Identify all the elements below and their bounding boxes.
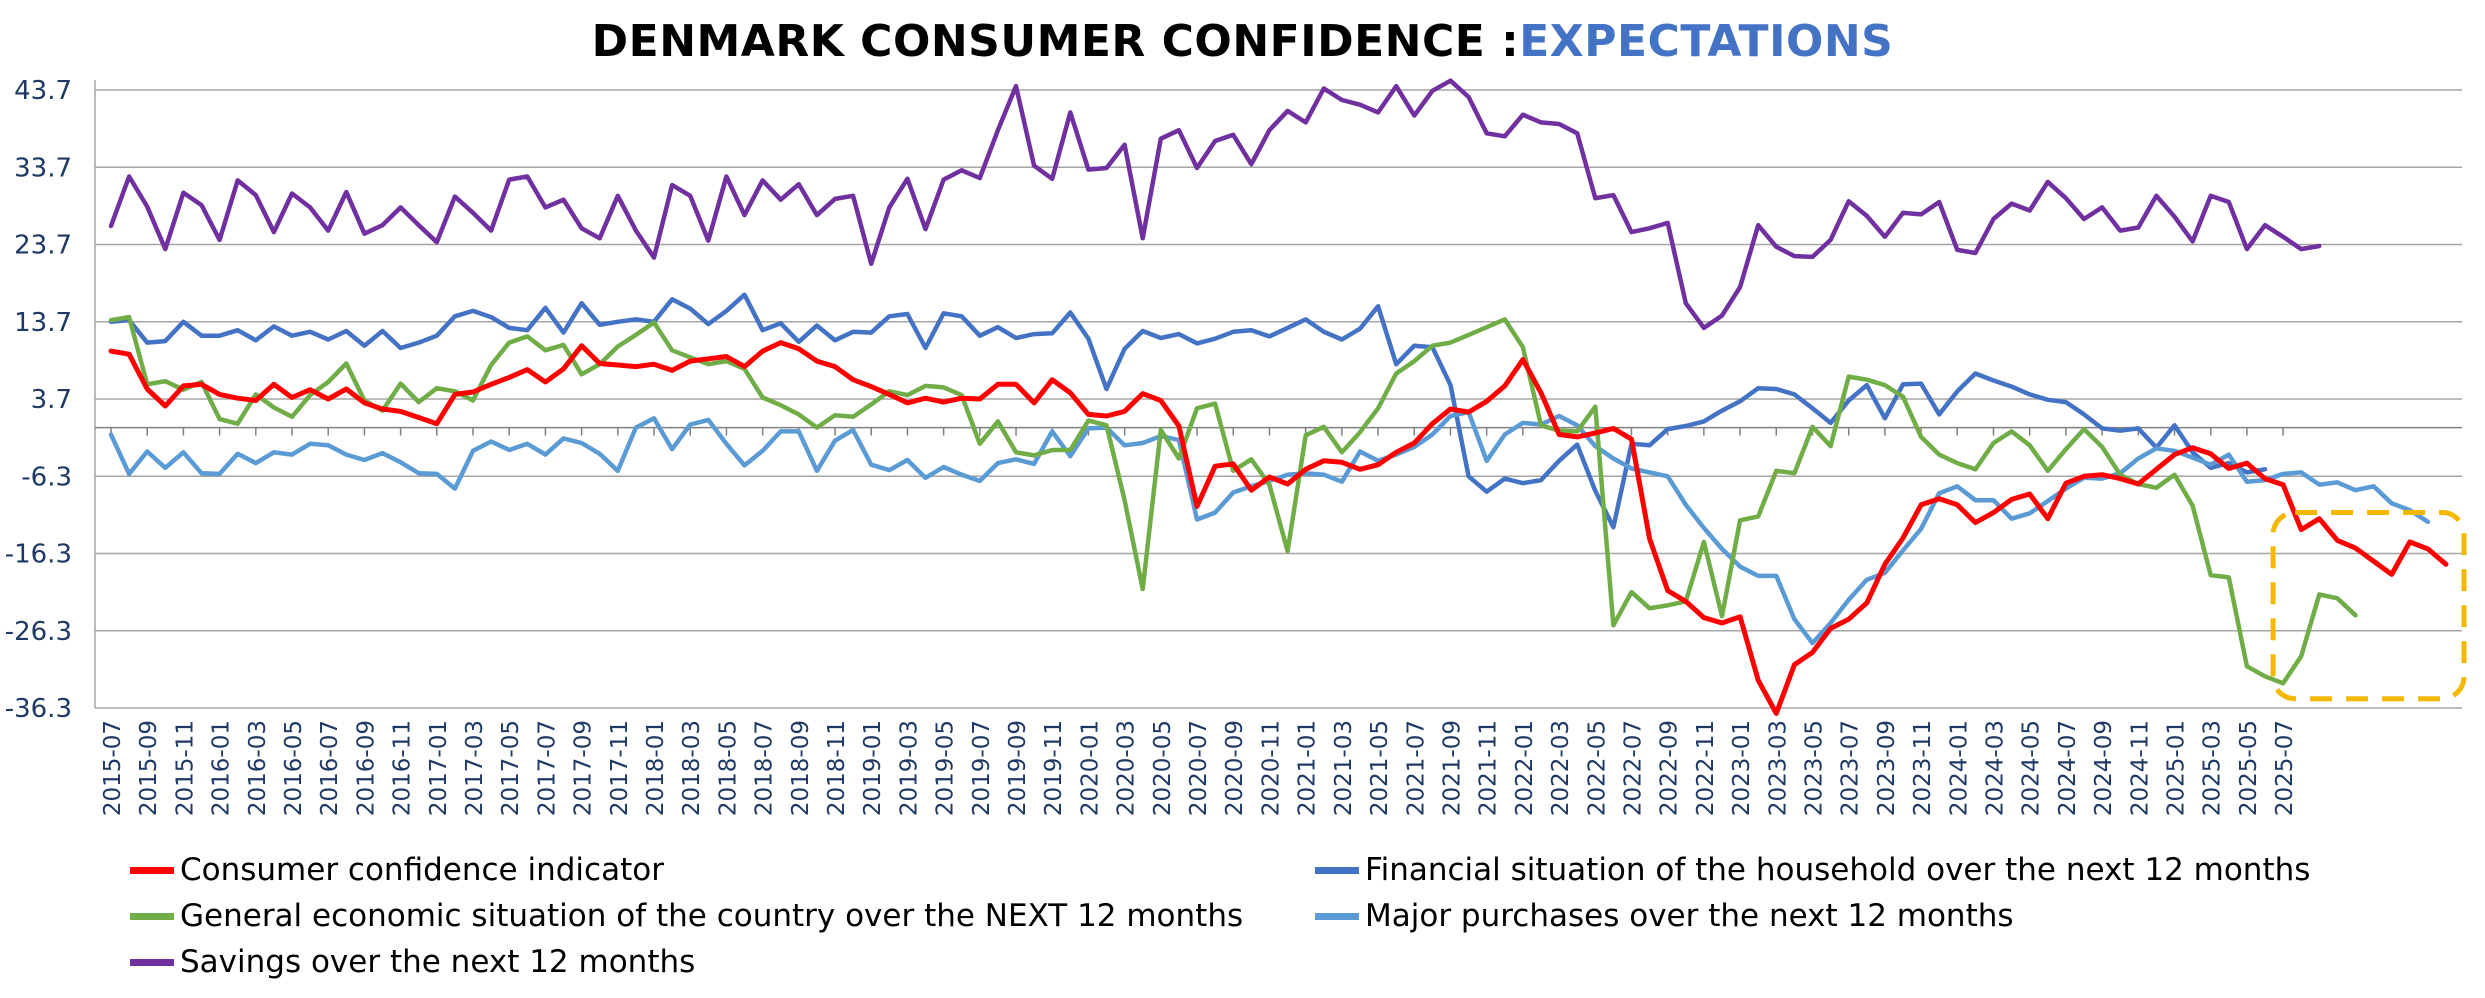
y-tick-label: 23.7 [14, 231, 72, 261]
x-tick-label: 2025-05 [2236, 720, 2262, 816]
x-tick-label: 2019-01 [860, 720, 886, 816]
x-tick-label: 2019-03 [896, 720, 922, 816]
x-tick-label: 2018-05 [715, 720, 741, 816]
x-tick-label: 2019-07 [969, 720, 995, 816]
y-tick-label: 3.7 [31, 385, 72, 415]
x-tick-label: 2020-11 [1258, 720, 1284, 816]
x-tick-label: 2022-09 [1657, 720, 1683, 816]
x-tick-label: 2021-11 [1476, 720, 1502, 816]
x-tick-label: 2021-01 [1295, 720, 1321, 816]
x-tick-label: 2024-09 [2091, 720, 2117, 816]
x-tick-label: 2015-11 [172, 720, 198, 816]
series-lines [108, 78, 2449, 716]
chart-title: DENMARK CONSUMER CONFIDENCE :EXPECTATION… [0, 16, 2485, 67]
x-tick-label: 2023-05 [1801, 720, 1827, 816]
y-axis-tick-labels: 43.7 33.7 23.7 13.7 3.7 -6.3 -16.3 -26.3 -36.3 [5, 76, 72, 724]
x-tick-label: 2020-03 [1114, 720, 1140, 816]
y-tick-label: 13.7 [14, 308, 72, 338]
x-tick-label: 2017-07 [534, 720, 560, 816]
x-tick-label: 2017-09 [571, 720, 597, 816]
series-line-2 [108, 314, 2358, 686]
highlight-box [2270, 510, 2467, 702]
series-line-3 [108, 409, 2431, 646]
x-tick-label: 2022-11 [1693, 720, 1719, 816]
x-tick-label: 2017-05 [498, 720, 524, 816]
series-line-0 [108, 340, 2449, 716]
x-tick-label: 2025-01 [2163, 720, 2189, 816]
x-tick-label: 2023-07 [1838, 720, 1864, 816]
x-tick-label: 2018-01 [643, 720, 669, 816]
x-tick-label: 2017-01 [426, 720, 452, 816]
chart-title-main: DENMARK CONSUMER CONFIDENCE : [591, 16, 1520, 67]
x-tick-label: 2016-11 [390, 720, 416, 816]
x-tick-label: 2024-11 [2127, 720, 2153, 816]
x-tick-label: 2024-07 [2055, 720, 2081, 816]
x-tick-label: 2023-03 [1765, 720, 1791, 816]
x-tick-label: 2023-01 [1729, 720, 1755, 816]
x-tick-label: 2015-09 [136, 720, 162, 816]
x-tick-label: 2019-05 [933, 720, 959, 816]
x-tick-label: 2022-01 [1512, 720, 1538, 816]
x-tick-label: 2019-09 [1005, 720, 1031, 816]
x-tick-label: 2020-05 [1150, 720, 1176, 816]
x-tick-label: 2018-03 [679, 720, 705, 816]
x-tick-label: 2018-11 [824, 720, 850, 816]
x-tick-label: 2021-09 [1439, 720, 1465, 816]
series-line-4 [108, 78, 2322, 331]
x-tick-label: 2022-05 [1584, 720, 1610, 816]
x-tick-label: 2022-03 [1548, 720, 1574, 816]
x-tick-label: 2020-09 [1222, 720, 1248, 816]
x-tick-label: 2024-03 [1982, 720, 2008, 816]
y-tick-label: -36.3 [5, 694, 72, 724]
x-tick-label: 2016-07 [317, 720, 343, 816]
x-tick-label: 2016-09 [353, 720, 379, 816]
y-tick-label: 43.7 [14, 76, 72, 106]
x-tick-label: 2024-05 [2019, 720, 2045, 816]
x-tick-label: 2021-03 [1331, 720, 1357, 816]
x-tick-label: 2017-03 [462, 720, 488, 816]
x-tick-label: 2025-07 [2272, 720, 2298, 816]
x-tick-label: 2016-01 [209, 720, 235, 816]
x-tick-label: 2018-07 [752, 720, 778, 816]
x-tick-label: 2024-01 [1946, 720, 1972, 816]
x-tick-label: 2017-11 [607, 720, 633, 816]
x-tick-label: 2019-11 [1041, 720, 1067, 816]
x-tick-label: 2016-03 [245, 720, 271, 816]
x-tick-label: 2025-03 [2200, 720, 2226, 816]
x-tick-label: 2018-09 [788, 720, 814, 816]
x-tick-label: 2022-07 [1620, 720, 1646, 816]
x-axis-tick-labels: 2015-07 2015-09 2015-11 2016-01 2016-03 2016-… [100, 720, 2298, 816]
x-tick-label: 2023-09 [1874, 720, 1900, 816]
x-tick-label: 2020-01 [1077, 720, 1103, 816]
chart-gridlines [94, 80, 2462, 709]
series-line-1 [108, 292, 2268, 530]
y-tick-label: -26.3 [5, 617, 72, 647]
chart-title-accent: EXPECTATIONS [1519, 16, 1894, 67]
x-tick-label: 2020-07 [1186, 720, 1212, 816]
x-tick-label: 2021-05 [1367, 720, 1393, 816]
x-tick-label: 2015-07 [100, 720, 126, 816]
x-tick-label: 2016-05 [281, 720, 307, 816]
x-tick-label: 2023-11 [1910, 720, 1936, 816]
x-tick-label: 2021-07 [1403, 720, 1429, 816]
highlight-region [2270, 510, 2467, 702]
y-tick-label: -16.3 [5, 540, 72, 570]
y-tick-label: -6.3 [21, 462, 72, 492]
y-tick-label: 33.7 [14, 153, 72, 183]
